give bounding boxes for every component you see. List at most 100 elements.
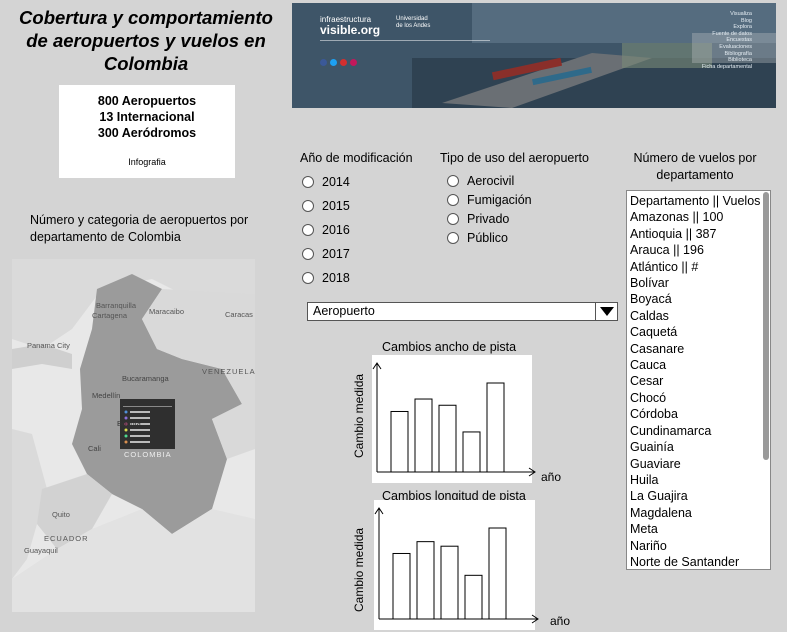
radio-circle[interactable] xyxy=(447,194,459,206)
label-ecuador: ECUADOR xyxy=(44,534,89,543)
stat-international: 13 Internacional xyxy=(99,110,195,124)
flights-heading: Número de vuelos por departamento xyxy=(633,151,757,182)
flights-list-item[interactable]: Cauca xyxy=(630,358,667,373)
flights-list-item[interactable]: Chocó xyxy=(630,390,667,405)
flights-list-item[interactable]: Boyacá xyxy=(630,292,672,307)
stat-aerodromes: 300 Aeródromos xyxy=(97,126,197,140)
flights-list-item[interactable]: Norte de Santander xyxy=(630,554,740,569)
radio-2014[interactable]: 2014 xyxy=(302,173,350,191)
banner-menu-item[interactable]: Encuestas xyxy=(726,37,752,44)
flights-list-item[interactable]: Caquetá xyxy=(630,325,678,340)
bar[interactable] xyxy=(390,410,409,473)
banner-menu-item[interactable]: Blog xyxy=(740,17,752,24)
stats-box: 800 Aeropuertos 13 Internacional 300 Aer… xyxy=(59,85,235,178)
banner-menu-item[interactable]: Evaluaciones xyxy=(719,43,752,50)
flights-list-item[interactable]: La Guajira xyxy=(630,489,688,504)
label-bucaramanga: Bucaramanga xyxy=(122,374,169,383)
chart2-xlabel: año xyxy=(550,614,571,628)
flights-list-item[interactable]: Córdoba xyxy=(630,407,678,422)
flights-list-item[interactable]: Guainía xyxy=(630,440,674,455)
brand-infraestructura: infraestructura xyxy=(320,15,372,24)
chart1-plot xyxy=(372,355,536,483)
flights-list-item[interactable]: Nariño xyxy=(630,538,667,553)
radio-privado[interactable]: Privado xyxy=(447,210,532,228)
bar[interactable] xyxy=(486,382,505,473)
airport-type-dropdown[interactable]: Aeropuerto xyxy=(307,302,618,321)
radio-2018[interactable]: 2018 xyxy=(302,269,350,287)
flights-list-item[interactable]: Cesar xyxy=(630,374,664,389)
infografia-link[interactable]: Infografia xyxy=(128,157,166,167)
flights-list-item[interactable]: Antioquia || 387 xyxy=(630,226,717,241)
bar[interactable] xyxy=(488,527,507,620)
label-quito: Quito xyxy=(52,510,70,519)
radio-circle[interactable] xyxy=(302,200,314,212)
radio-circle[interactable] xyxy=(302,248,314,260)
bar[interactable] xyxy=(416,541,435,620)
map-shapes xyxy=(12,259,255,612)
flights-list-item[interactable]: Arauca || 196 xyxy=(630,243,704,258)
radio-label: Fumigación xyxy=(467,193,532,207)
social-icons xyxy=(320,59,357,66)
label-cali: Cali xyxy=(88,444,101,453)
radio-circle[interactable] xyxy=(447,213,459,225)
twitter-icon[interactable] xyxy=(330,59,337,66)
year-filter-group: 2014 2015 2016 2017 2018 xyxy=(302,173,350,287)
banner-menu-item[interactable]: Visualiza xyxy=(730,11,752,17)
banner-menu-item[interactable]: Fuente de datos xyxy=(712,30,752,37)
radio-2016[interactable]: 2016 xyxy=(302,221,350,239)
flights-list-item[interactable]: Bolívar xyxy=(630,276,669,291)
bar[interactable] xyxy=(464,574,483,620)
bar[interactable] xyxy=(438,404,457,473)
radio-circle[interactable] xyxy=(447,232,459,244)
instagram-icon[interactable] xyxy=(350,59,357,66)
radio-fumigacion[interactable]: Fumigación xyxy=(447,191,532,209)
radio-circle[interactable] xyxy=(302,224,314,236)
label-medellin: Medellín xyxy=(92,391,121,400)
radio-circle[interactable] xyxy=(447,175,459,187)
radio-label: 2015 xyxy=(322,199,350,213)
flights-list-item[interactable]: Magdalena xyxy=(630,505,692,520)
banner-menu-item[interactable]: Bibliografía xyxy=(724,50,752,57)
radio-2015[interactable]: 2015 xyxy=(302,197,350,215)
radio-circle[interactable] xyxy=(302,176,314,188)
flights-listbox[interactable]: Departamento || Vuelos Amazonas || 100 Ant… xyxy=(626,190,771,570)
radio-label: 2018 xyxy=(322,271,350,285)
bar[interactable] xyxy=(462,431,481,473)
chart1-title: Cambios ancho de pista xyxy=(382,340,517,354)
label-panama: Panama City xyxy=(27,341,70,350)
banner-description xyxy=(320,40,490,54)
label-guayaquil: Guayaquil xyxy=(24,546,58,555)
flights-list-item[interactable]: Cundinamarca xyxy=(630,423,712,438)
radio-aerocivil[interactable]: Aerocivil xyxy=(447,172,532,190)
radio-circle[interactable] xyxy=(302,272,314,284)
use-filter-heading: Tipo de uso del aeropuerto xyxy=(440,151,589,165)
flights-list-item[interactable]: Huila xyxy=(630,472,659,487)
label-colombia: COLOMBIA xyxy=(124,450,172,459)
colombia-map[interactable]: Barranquilla Cartagena Maracaibo Caracas… xyxy=(12,259,255,612)
map-caption: Número y categoria de aeropuertos por de… xyxy=(30,213,249,244)
header-banner-image[interactable]: infraestructura visible.org Universidad … xyxy=(292,3,776,108)
flights-list-item[interactable]: Departamento || Vuelos xyxy=(630,194,761,208)
dropdown-arrow-icon[interactable] xyxy=(595,303,617,320)
chart2-plot xyxy=(374,500,539,630)
facebook-icon[interactable] xyxy=(320,59,327,66)
youtube-icon[interactable] xyxy=(340,59,347,66)
banner-menu-item[interactable]: Explora xyxy=(733,24,752,31)
y-axis xyxy=(372,362,382,472)
banner-menu-item[interactable]: Ficha departamental xyxy=(701,63,752,70)
bar[interactable] xyxy=(440,545,459,620)
flights-list-item[interactable]: Caldas xyxy=(630,308,669,323)
flights-list-item[interactable]: Casanare xyxy=(630,341,685,356)
banner-menu-item[interactable]: Biblioteca xyxy=(728,57,752,64)
flights-list-item[interactable]: Meta xyxy=(630,522,658,537)
bar[interactable] xyxy=(414,398,433,473)
radio-publico[interactable]: Público xyxy=(447,229,532,247)
flights-list-item[interactable]: Amazonas || 100 xyxy=(630,210,724,225)
listbox-scrollbar[interactable] xyxy=(763,192,769,460)
bar[interactable] xyxy=(392,552,411,620)
use-filter-group: Aerocivil Fumigación Privado Público xyxy=(447,172,532,247)
flights-list-item[interactable]: Guaviare xyxy=(630,456,681,471)
page-title: Cobertura y comportamiento de aeropuerto… xyxy=(19,7,273,74)
flights-list-item[interactable]: Atlántico || # xyxy=(630,259,699,274)
radio-2017[interactable]: 2017 xyxy=(302,245,350,263)
